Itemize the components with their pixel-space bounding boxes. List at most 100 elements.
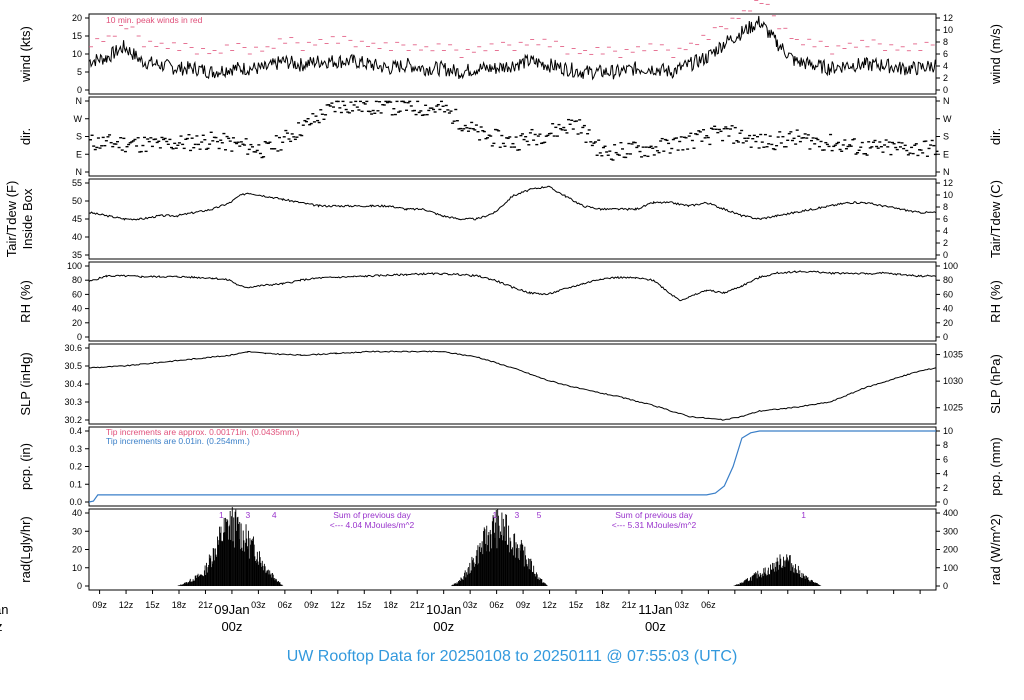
rad-sum-line2: <--- 4.04 MJoules/m^2 — [330, 520, 415, 530]
rh-left-tick-label: 40 — [72, 304, 82, 314]
pcp-right-label: pcp. (mm) — [988, 437, 1003, 496]
slp-left-tick-label: 30.5 — [64, 361, 82, 371]
dir-right-label: dir. — [988, 128, 1003, 145]
rad-right-tick-label: 400 — [943, 508, 958, 518]
pcp-note-blue: Tip increments are 0.01in. (0.254mm.) — [106, 436, 250, 446]
slp-left-tick-label: 30.2 — [64, 415, 82, 425]
rad-left-tick-label: 40 — [72, 508, 82, 518]
rh-right-tick-label: 80 — [943, 275, 953, 285]
rad-left-label: rad(Lgly/hr) — [18, 516, 33, 582]
rh-left-tick-label: 0 — [77, 332, 82, 342]
x-tick-label: 03z — [675, 600, 690, 610]
tair-right-tick-label: 2 — [943, 238, 948, 248]
rad-top-label: 3 — [245, 510, 250, 520]
pcp-left-label: pcp. (in) — [18, 443, 33, 490]
rad-right-tick-label: 100 — [943, 563, 958, 573]
x-date-label: 11Jan — [638, 602, 672, 617]
wind-left-tick-label: 20 — [72, 13, 82, 23]
tair-right-tick-label: 4 — [943, 226, 948, 236]
pcp-right-tick-label: 8 — [943, 440, 948, 450]
wind-line — [88, 15, 937, 81]
rad-right-tick-label: 300 — [943, 526, 958, 536]
wind-right-tick-label: 0 — [943, 85, 948, 95]
rh-right-label: RH (%) — [988, 280, 1003, 323]
pcp-left-tick-label: 0.0 — [69, 497, 82, 507]
slp-left-tick-label: 30.6 — [64, 343, 82, 353]
x-tick-label: 12z — [331, 600, 346, 610]
x-date-label: 09Jan — [214, 602, 249, 617]
pcp-right-tick-label: 2 — [943, 483, 948, 493]
x-tick-label: 18z — [383, 600, 398, 610]
tair-left-tick-label: 55 — [72, 178, 82, 188]
pcp-left-tick-label: 0.2 — [69, 462, 82, 472]
wind-peak-note: 10 min. peak winds in red — [106, 15, 203, 25]
rh-right-tick-label: 0 — [943, 332, 948, 342]
wind-right-tick-label: 10 — [943, 25, 953, 35]
x-tick-label: 12z — [119, 600, 134, 610]
pcp-note-pink: Tip increments are approx. 0.00171in. (0… — [106, 427, 300, 437]
x-tick-label: 03z — [463, 600, 478, 610]
rh-right-tick-label: 100 — [943, 261, 958, 271]
panel-frame-0 — [88, 13, 937, 95]
rad-sum-line2: <--- 5.31 MJoules/m^2 — [612, 520, 697, 530]
dir-left-tick-label: N — [76, 96, 83, 106]
dir-right-tick-label: E — [943, 149, 949, 159]
rad-left-tick-label: 20 — [72, 545, 82, 555]
rad-bars — [177, 507, 822, 586]
dir-points — [89, 100, 939, 161]
rad-right-tick-label: 0 — [943, 581, 948, 591]
chart-title: UW Rooftop Data for 20250108 to 20250111… — [286, 648, 738, 665]
rad-right-label: rad (W/m^2) — [988, 514, 1003, 585]
rh-left-label: RH (%) — [18, 280, 33, 323]
x-date-sub: 00z — [645, 619, 666, 634]
tair-right-tick-label: 8 — [943, 202, 948, 212]
slp-left-label: SLP (inHg) — [18, 352, 33, 415]
rh-right-tick-label: 60 — [943, 289, 953, 299]
pcp-right-tick-label: 4 — [943, 469, 948, 479]
rad-top-label: 1 — [219, 510, 224, 520]
rad-left-tick-label: 0 — [77, 581, 82, 591]
slp-right-tick-label: 1030 — [943, 376, 963, 386]
x-tick-label: 06z — [701, 600, 716, 610]
wind-right-tick-label: 2 — [943, 73, 948, 83]
x-tick-label: 06z — [489, 600, 504, 610]
x-date-clipped-sub: z — [0, 619, 3, 634]
rad-sum-line1: Sum of previous day — [333, 510, 411, 520]
x-tick-label: 18z — [172, 600, 187, 610]
x-date-label: 10Jan — [426, 602, 461, 617]
tair-right-label: Tair/Tdew (C) — [988, 180, 1003, 258]
pcp-right-tick-label: 6 — [943, 454, 948, 464]
x-tick-label: 15z — [145, 600, 160, 610]
rad-sum-line1: Sum of previous day — [615, 510, 693, 520]
dir-left-tick-label: E — [76, 149, 82, 159]
tair-right-tick-label: 10 — [943, 190, 953, 200]
wind-left-tick-label: 5 — [77, 67, 82, 77]
x-tick-label: 15z — [357, 600, 372, 610]
tair-left-label: Tair/Tdew (F) — [4, 181, 19, 258]
x-tick-label: 12z — [542, 600, 557, 610]
pcp-right-tick-label: 10 — [943, 426, 953, 436]
wind-right-tick-label: 4 — [943, 61, 948, 71]
wind-right-label: wind (m/s) — [988, 24, 1003, 85]
slp-right-label: SLP (hPa) — [988, 354, 1003, 414]
pcp-left-tick-label: 0.1 — [69, 479, 82, 489]
x-tick-label: 09z — [92, 600, 107, 610]
rad-left-tick-label: 10 — [72, 563, 82, 573]
tair-right-tick-label: 6 — [943, 214, 948, 224]
pcp-line — [88, 430, 936, 503]
dir-left-tick-label: S — [76, 132, 82, 142]
panel-frame-2 — [88, 178, 937, 260]
rad-right-tick-label: 200 — [943, 545, 958, 555]
wind-left-label: wind (kts) — [18, 26, 33, 83]
wind-left-tick-label: 10 — [72, 49, 82, 59]
x-tick-label: 18z — [595, 600, 610, 610]
tair-left-tick-label: 35 — [72, 250, 82, 260]
x-tick-label: 06z — [278, 600, 293, 610]
x-tick-label: 03z — [251, 600, 266, 610]
tair-left-tick-label: 50 — [72, 196, 82, 206]
panel-frame-3 — [88, 261, 937, 342]
wind-left-tick-label: 15 — [72, 31, 82, 41]
dir-left-tick-label: N — [76, 167, 83, 177]
pcp-right-tick-label: 0 — [943, 497, 948, 507]
dir-right-tick-label: N — [943, 167, 950, 177]
